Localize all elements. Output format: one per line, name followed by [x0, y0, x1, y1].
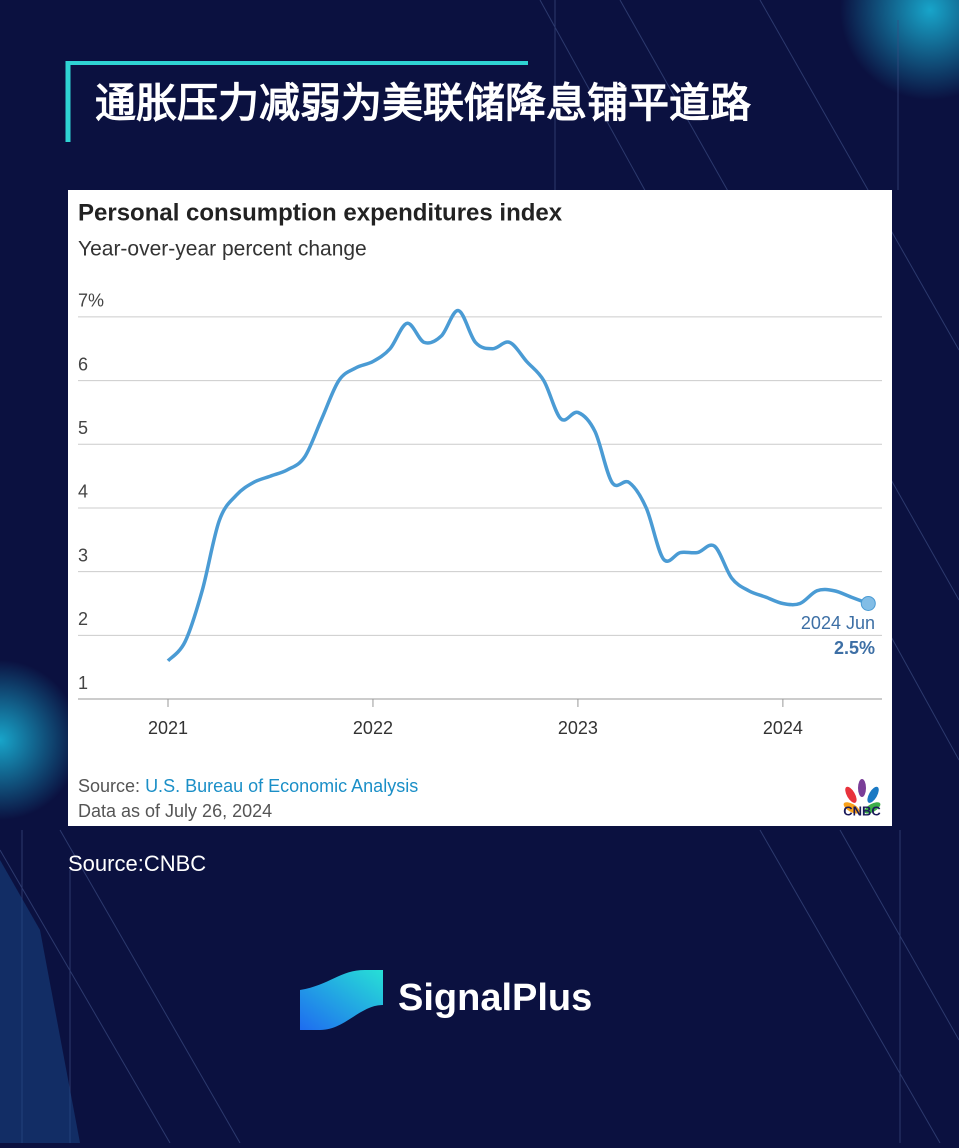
brand-icon	[300, 970, 383, 1030]
data-note: Data as of July 26, 2024	[78, 801, 272, 821]
y-tick-label: 1	[78, 673, 88, 693]
y-tick-label: 5	[78, 418, 88, 438]
annotation: 2024 Jun	[801, 613, 875, 633]
value-label: 2.5%	[834, 638, 875, 658]
chart-subtitle: Year-over-year percent change	[78, 238, 367, 261]
source-label: Source: U.S. Bureau of Economic Analysis	[78, 776, 418, 796]
y-tick-label: 2	[78, 609, 88, 629]
page-title: 通胀压力减弱为美联储降息铺平道路	[95, 80, 752, 126]
glow	[0, 660, 80, 820]
y-tick-label: 7%	[78, 291, 104, 311]
cnbc-peacock	[843, 779, 881, 814]
x-tick-label: 2021	[148, 718, 188, 738]
data-line	[166, 308, 869, 663]
y-tick-label: 6	[78, 354, 88, 374]
x-tick-label: 2022	[353, 718, 393, 738]
y-tick-label: 4	[78, 482, 88, 502]
end-marker	[860, 595, 876, 611]
x-tick-label: 2023	[558, 718, 598, 738]
plot: 1 2 3 4 5 6 7% 2021 2022 2023 2024 2024 Jun 2.5%	[78, 291, 882, 738]
chart-title: Personal consumption expenditures index	[78, 199, 563, 226]
decor-shape	[0, 860, 80, 1143]
x-tick-label: 2024	[763, 718, 803, 738]
cnbc-logo: CNBC	[843, 803, 881, 818]
brand-name: SignalPlus	[398, 977, 592, 1019]
source-link[interactable]: U.S. Bureau of Economic Analysis	[145, 776, 418, 796]
glow	[840, 0, 959, 100]
image-source: Source:CNBC	[68, 851, 206, 876]
source-prefix: Source:	[78, 776, 140, 796]
y-tick-label: 3	[78, 545, 88, 565]
